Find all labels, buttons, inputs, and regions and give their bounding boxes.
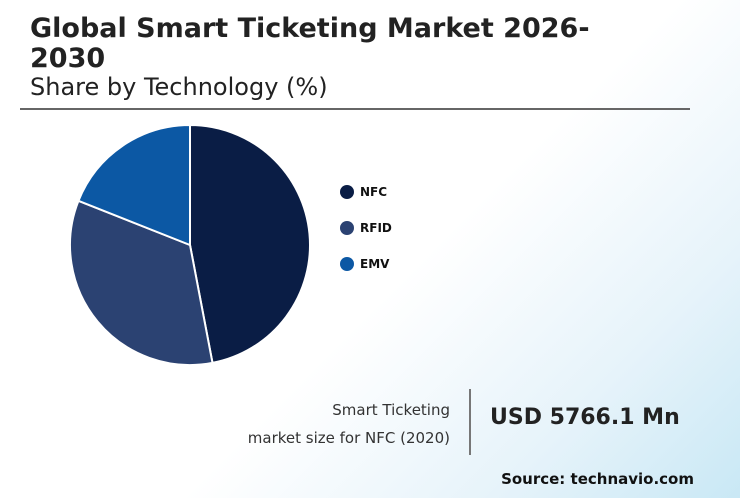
source-note: Source: technavio.com [501,470,694,488]
legend-label: RFID [360,221,392,235]
legend-item-rfid: RFID [340,210,392,246]
legend-label: EMV [360,257,390,271]
pie-slice-rfid [69,199,214,366]
legend-item-nfc: NFC [340,174,392,210]
title-divider [20,108,690,110]
pie-slice-nfc [189,123,311,365]
kpi-label-line1: Smart Ticketing [332,401,450,419]
chart-subtitle: Share by Technology (%) [30,73,328,101]
legend-swatch [340,185,354,199]
chart-title: Global Smart Ticketing Market 2026-2030 [30,13,590,74]
kpi-label: Smart Ticketing market size for NFC (202… [248,396,450,452]
legend: NFC RFID EMV [340,174,392,282]
legend-label: NFC [360,185,388,199]
pie-slice-emv [77,123,191,247]
legend-item-emv: EMV [340,246,392,282]
pie-chart [69,123,311,366]
kpi-value: USD 5766.1 Mn [490,405,680,430]
kpi-label-line2: market size for NFC (2020) [247,429,450,447]
legend-swatch [340,257,354,271]
kpi-divider [469,389,471,455]
legend-swatch [340,221,354,235]
